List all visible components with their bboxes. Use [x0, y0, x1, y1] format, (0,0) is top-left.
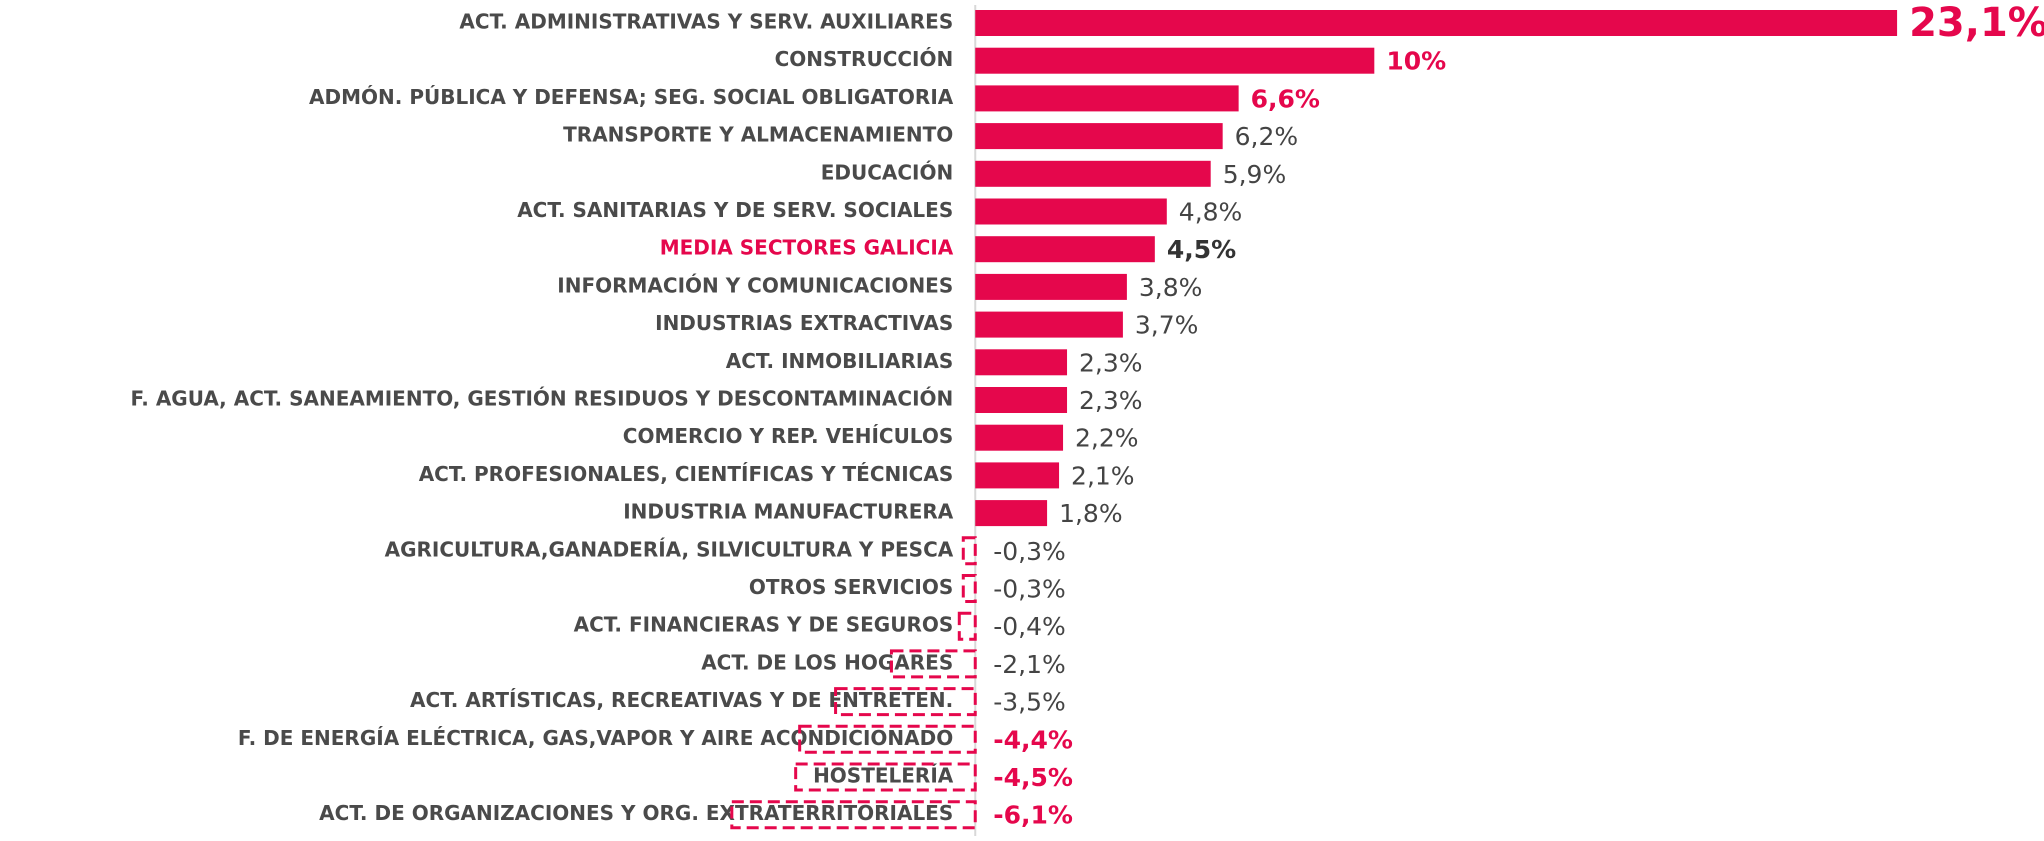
bar	[975, 160, 1211, 187]
category-label: OTROS SERVICIOS	[749, 575, 953, 599]
bar	[975, 462, 1060, 489]
value-label: 4,8%	[1179, 198, 1243, 227]
value-label: -2,1%	[993, 650, 1066, 679]
bar	[834, 687, 977, 717]
category-label: INFORMACIÓN Y COMUNICACIONES	[557, 273, 953, 297]
bar	[957, 611, 977, 641]
value-label: 2,2%	[1075, 424, 1139, 453]
bar	[975, 424, 1064, 451]
value-label: 4,5%	[1167, 235, 1236, 264]
category-label: AGRICULTURA,GANADERÍA, SILVICULTURA Y PE…	[385, 537, 954, 561]
value-label: 5,9%	[1223, 160, 1287, 189]
bar	[975, 123, 1223, 150]
category-label: INDUSTRIA MANUFACTURERA	[623, 500, 954, 524]
category-label: HOSTELERÍA	[813, 764, 954, 788]
category-label: ACT. ADMINISTRATIVAS Y SERV. AUXILIARES	[459, 10, 953, 34]
bar	[730, 800, 977, 830]
value-label: -0,4%	[993, 612, 1066, 641]
value-label: 3,7%	[1135, 311, 1199, 340]
category-label: INDUSTRIAS EXTRACTIVAS	[655, 311, 953, 335]
category-label: F. AGUA, ACT. SANEAMIENTO, GESTIÓN RESID…	[131, 387, 954, 411]
value-label: 6,6%	[1251, 84, 1320, 113]
category-label: ACT. DE ORGANIZACIONES Y ORG. EXTRATERRI…	[319, 801, 953, 825]
bar	[975, 47, 1375, 74]
category-label: ADMÓN. PÚBLICA Y DEFENSA; SEG. SOCIAL OB…	[309, 85, 954, 109]
category-label: TRANSPORTE Y ALMACENAMIENTO	[563, 123, 953, 147]
bar	[975, 236, 1155, 263]
value-label: -4,4%	[993, 725, 1073, 754]
category-label: ACT. INMOBILIARIAS	[726, 349, 953, 373]
category-label: ACT. ARTÍSTICAS, RECREATIVAS Y DE ENTRET…	[410, 688, 953, 712]
bar	[961, 536, 977, 566]
bar	[975, 387, 1068, 413]
value-label: -3,5%	[993, 688, 1066, 717]
bar	[975, 500, 1048, 527]
bar	[975, 273, 1127, 300]
value-label: 6,2%	[1235, 122, 1299, 151]
category-label: CONSTRUCCIÓN	[775, 47, 954, 71]
category-label: MEDIA SECTORES GALICIA	[660, 236, 954, 260]
category-label: ACT. SANITARIAS Y DE SERV. SOCIALES	[517, 198, 953, 222]
category-label: ACT. DE LOS HOGARES	[701, 650, 953, 674]
bar	[975, 198, 1167, 225]
category-label: F. DE ENERGÍA ELÉCTRICA, GAS,VAPOR Y AIR…	[238, 726, 953, 750]
value-label: 3,8%	[1139, 273, 1203, 302]
value-label: 23,1%	[1909, 0, 2044, 46]
category-label: COMERCIO Y REP. VEHÍCULOS	[623, 424, 953, 448]
value-label: -4,5%	[993, 763, 1073, 792]
bar	[975, 85, 1239, 112]
bar	[961, 574, 977, 603]
category-label: EDUCACIÓN	[821, 160, 954, 184]
value-label: 2,1%	[1071, 461, 1135, 490]
bar	[975, 10, 1898, 36]
value-label: 1,8%	[1059, 499, 1123, 528]
value-label: 2,3%	[1079, 348, 1143, 377]
bar	[794, 762, 977, 792]
value-label: 2,3%	[1079, 386, 1143, 415]
value-label: -0,3%	[993, 575, 1066, 604]
bar	[975, 311, 1123, 338]
value-label: -6,1%	[993, 801, 1073, 830]
category-label: ACT. PROFESIONALES, CIENTÍFICAS Y TÉCNIC…	[419, 462, 954, 486]
bar	[798, 724, 977, 754]
bar	[975, 349, 1068, 376]
value-label: -0,3%	[993, 537, 1066, 566]
bar	[889, 649, 977, 679]
value-label: 10%	[1386, 47, 1446, 76]
category-label: ACT. FINANCIERAS Y DE SEGUROS	[574, 613, 954, 637]
